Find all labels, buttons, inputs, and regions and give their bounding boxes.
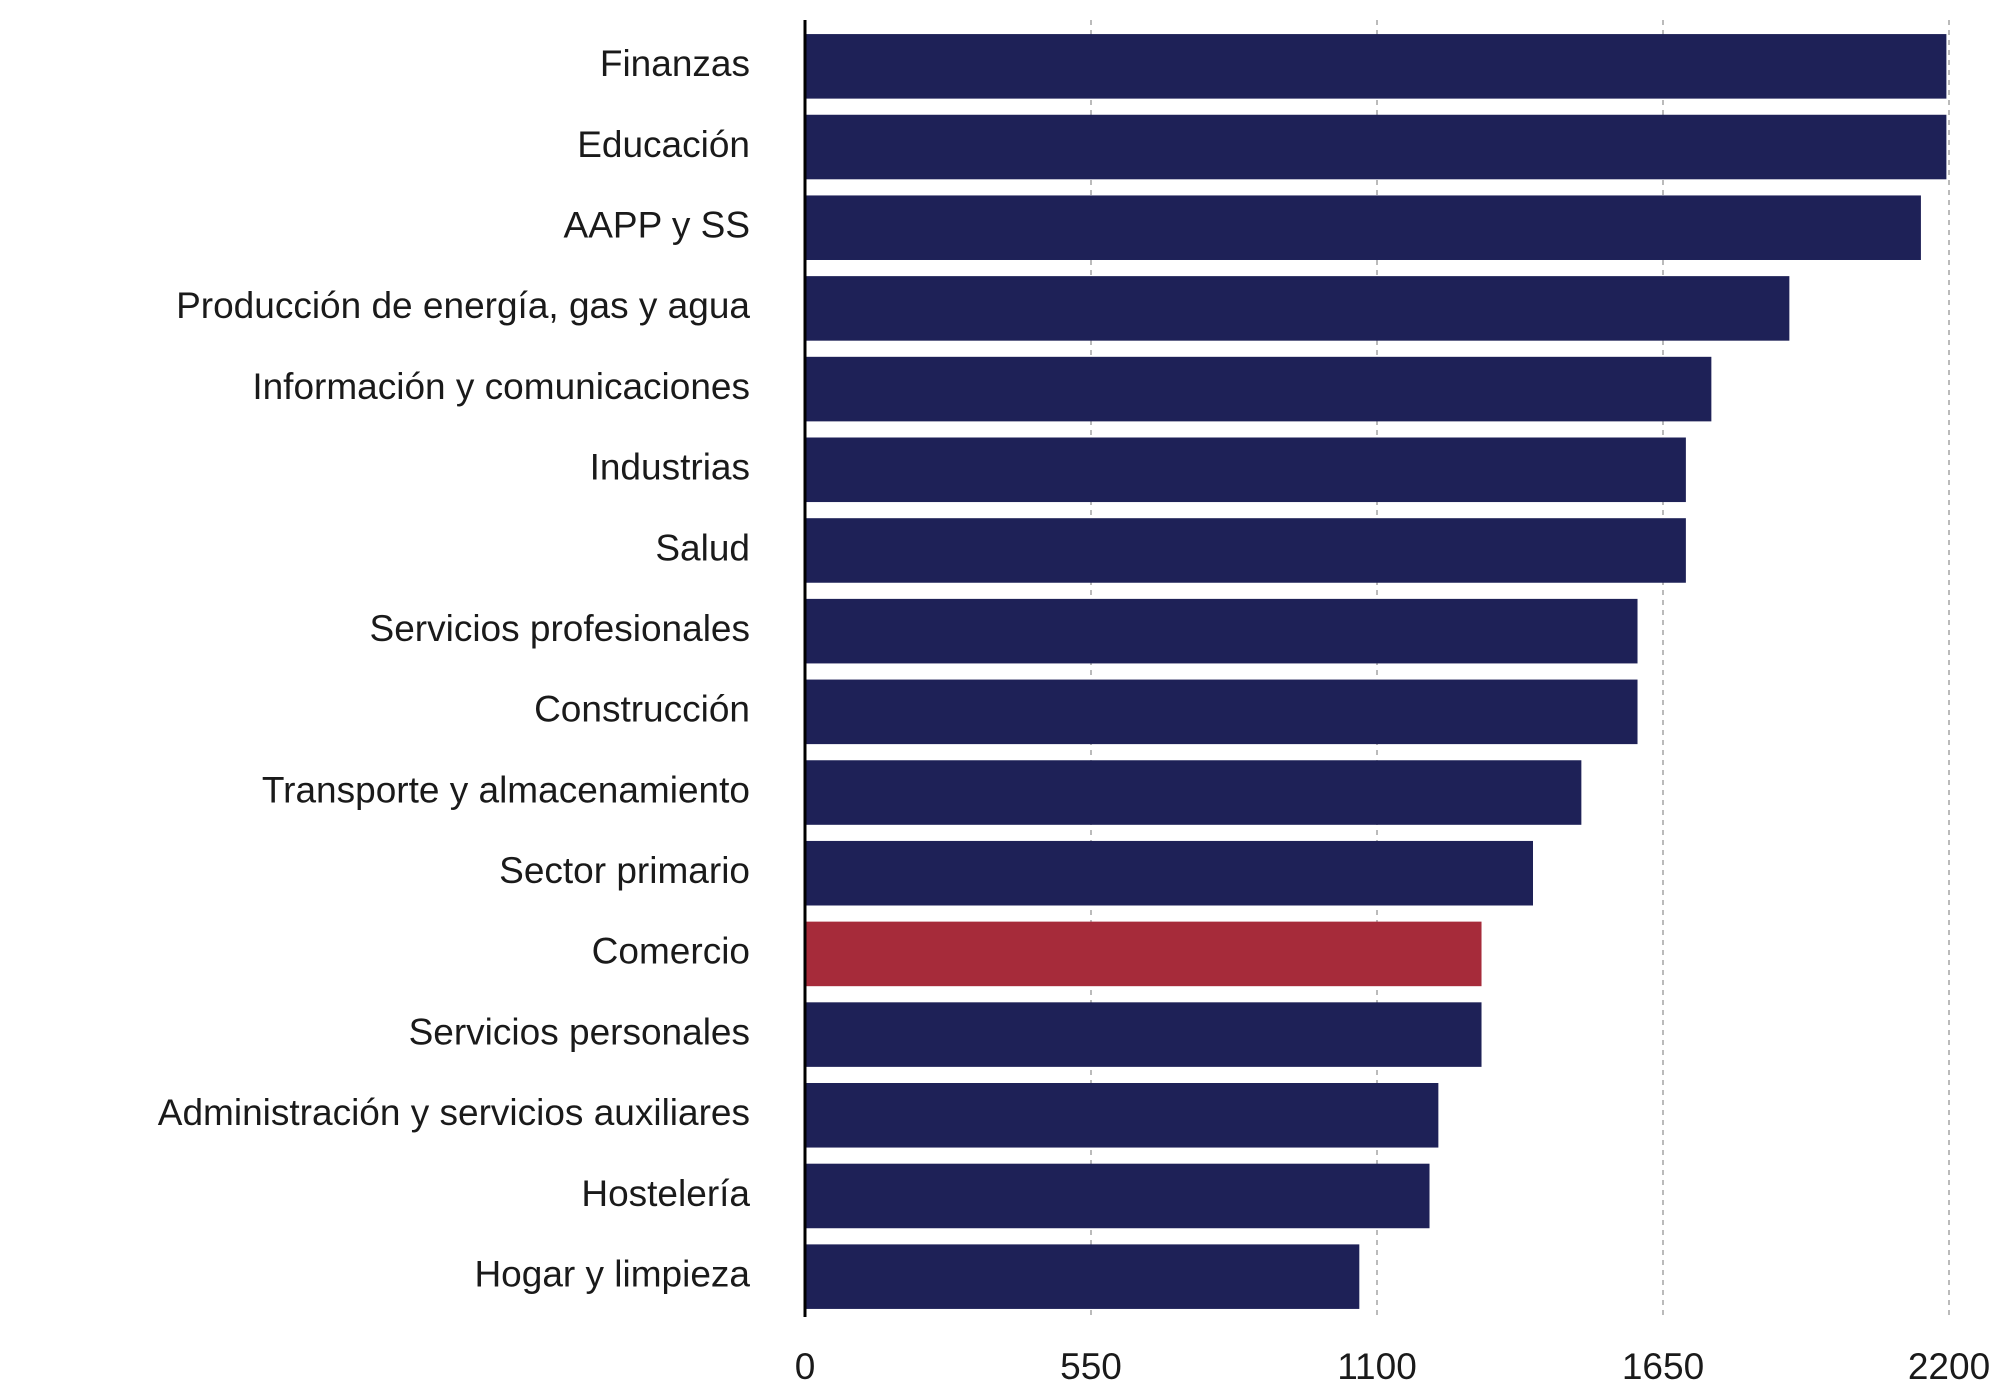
y-tick-label: Transporte y almacenamiento	[262, 769, 750, 810]
y-tick-label: Hogar y limpieza	[474, 1253, 750, 1294]
bar	[805, 356, 1712, 422]
bar	[805, 1083, 1439, 1148]
y-tick-label: Hostelería	[581, 1173, 750, 1214]
y-tick-label: Producción de energía, gas y agua	[176, 285, 750, 326]
bar	[805, 1244, 1360, 1309]
y-tick-label: Salud	[655, 527, 750, 568]
y-tick-label: Administración y servicios auxiliares	[158, 1092, 750, 1133]
bar	[805, 598, 1638, 664]
bar	[805, 437, 1686, 503]
bar	[805, 518, 1686, 583]
bar	[805, 1002, 1482, 1067]
x-tick-label: 0	[795, 1346, 816, 1387]
y-tick-label: Construcción	[534, 689, 750, 730]
y-tick-label: Información y comunicaciones	[252, 366, 750, 407]
bar	[805, 760, 1582, 825]
bar	[805, 921, 1482, 987]
bar	[805, 276, 1790, 341]
y-tick-label: Servicios personales	[409, 1011, 750, 1052]
bar	[805, 1163, 1430, 1229]
bar	[805, 195, 1921, 260]
y-tick-label: Sector primario	[499, 850, 750, 891]
x-tick-label: 550	[1060, 1346, 1122, 1387]
x-tick-label: 2200	[1908, 1346, 1990, 1387]
x-tick-label: 1650	[1622, 1346, 1704, 1387]
bar	[805, 34, 1947, 99]
x-tick-label: 1100	[1337, 1346, 1417, 1387]
y-tick-label: AAPP y SS	[564, 205, 750, 246]
bar	[805, 679, 1638, 745]
y-tick-label: Comercio	[592, 931, 750, 972]
y-tick-label: Finanzas	[600, 43, 750, 84]
y-tick-label: Servicios profesionales	[370, 608, 750, 649]
y-tick-label: Educación	[577, 124, 750, 165]
y-tick-label: Industrias	[590, 447, 750, 488]
bar	[805, 114, 1947, 180]
bar	[805, 840, 1533, 906]
